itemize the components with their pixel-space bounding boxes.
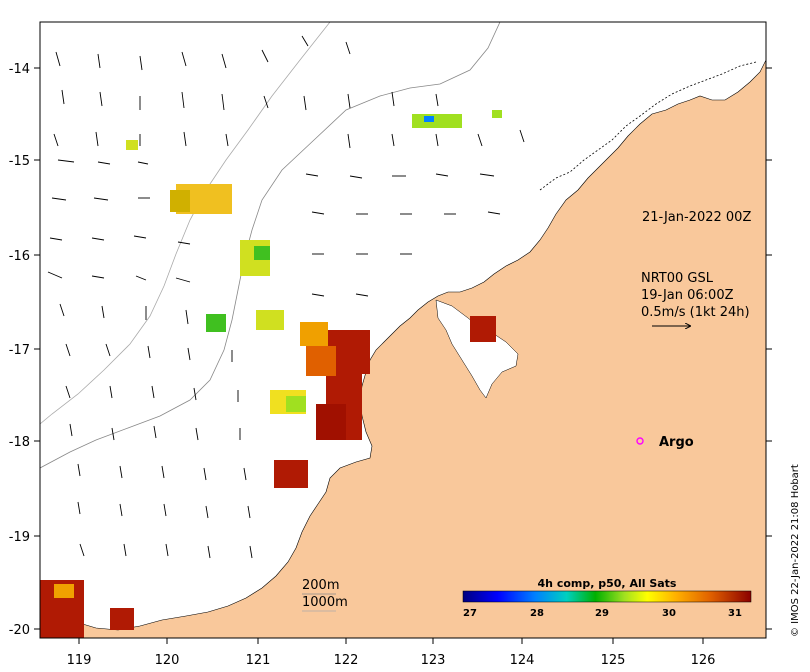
colorbar-gradient xyxy=(462,590,752,603)
depth-contour-1000m xyxy=(40,22,331,425)
vector-legend-line3: 0.5m/s (1kt 24h) xyxy=(641,305,750,320)
x-axis-labels: 119 120 121 122 123 124 125 126 xyxy=(67,653,716,668)
x-tick-label: 125 xyxy=(601,653,626,668)
colorbar-title: 4h comp, p50, All Sats xyxy=(538,577,677,590)
x-tick-label: 123 xyxy=(421,653,446,668)
colorbar-tick-label: 29 xyxy=(595,608,609,619)
timestamp-label: 21-Jan-2022 00Z xyxy=(642,210,751,225)
y-tick-label: -14 xyxy=(9,62,30,77)
credit-label: © IMOS 22-Jan-2022 21:08 Hobart xyxy=(790,464,801,637)
y-tick-label: -18 xyxy=(9,435,30,450)
y-axis-labels: -14 -15 -16 -17 -18 -19 -20 xyxy=(9,62,30,638)
vector-legend-line1: NRT00 GSL xyxy=(641,271,714,286)
plot-frame xyxy=(39,21,767,639)
colorbar-tick-label: 30 xyxy=(662,608,676,619)
colorbar-tick-label: 28 xyxy=(530,608,544,619)
x-tick-label: 126 xyxy=(691,653,716,668)
y-tick-label: -20 xyxy=(9,623,30,638)
x-tick-label: 122 xyxy=(334,653,359,668)
sst-patches xyxy=(40,110,502,638)
colorbar-tick-label: 31 xyxy=(728,608,742,619)
argo-label: Argo xyxy=(659,435,694,450)
coast-islands xyxy=(539,61,757,191)
depth-label-1000m: 1000m xyxy=(302,595,348,610)
x-tick-label: 119 xyxy=(67,653,92,668)
x-tick-label: 124 xyxy=(510,653,535,668)
axis-tick-marks xyxy=(34,67,772,644)
current-vectors xyxy=(47,35,525,559)
land-mass xyxy=(40,59,766,638)
y-tick-label: -16 xyxy=(9,249,30,264)
depth-label-200m: 200m xyxy=(302,578,339,593)
y-tick-label: -17 xyxy=(9,343,30,358)
y-tick-label: -15 xyxy=(9,154,30,169)
colorbar-tick-label: 27 xyxy=(463,608,477,619)
x-tick-label: 121 xyxy=(246,653,271,668)
x-tick-label: 120 xyxy=(155,653,180,668)
y-tick-label: -19 xyxy=(9,530,30,545)
colorbar: 4h comp, p50, All Sats 27 28 29 30 31 xyxy=(462,577,752,619)
argo-marker xyxy=(636,437,644,445)
vector-legend-line2: 19-Jan 06:00Z xyxy=(641,288,734,303)
